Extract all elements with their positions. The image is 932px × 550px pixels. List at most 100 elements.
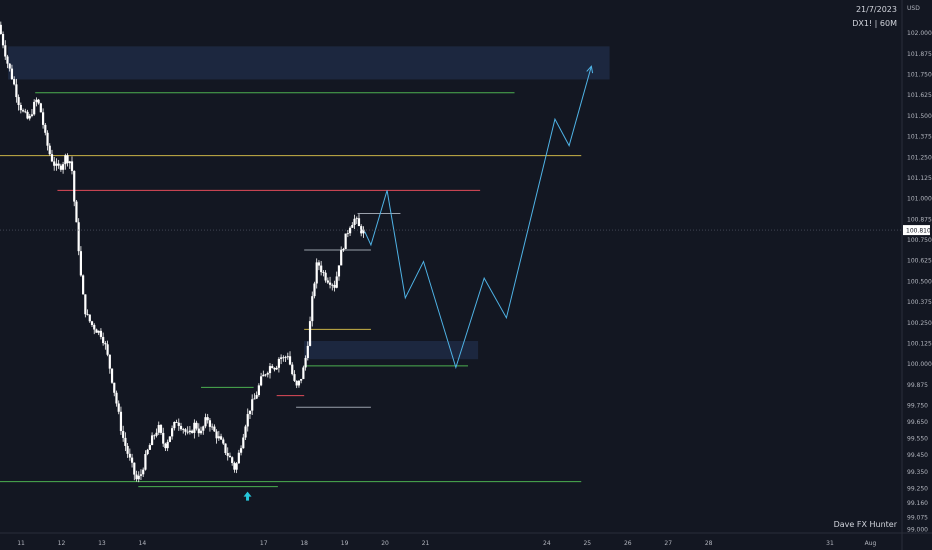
candle-body: [46, 132, 49, 146]
candle-body: [50, 154, 54, 162]
y-tick-label: 100.375: [907, 299, 932, 306]
candle-body: [360, 226, 363, 234]
symbol-timeframe-label: DX1! | 60M: [852, 19, 897, 28]
candle-body: [311, 296, 314, 322]
candle-body: [344, 233, 347, 249]
y-tick-label: 101.875: [907, 51, 932, 58]
candle-body: [144, 454, 147, 470]
candle-body: [204, 417, 207, 427]
time-axis[interactable]: 11 12 13 14 17 18 19 20 21 24 25 26 27 28 31 Aug: [17, 540, 876, 547]
candle-body: [102, 336, 105, 344]
candle-body: [273, 368, 276, 370]
candle-body: [57, 163, 60, 166]
candle-body: [193, 422, 196, 433]
candle-body: [133, 462, 136, 475]
candle-body: [70, 161, 74, 171]
candle-body: [104, 343, 107, 345]
candle-body: [137, 475, 140, 480]
candle-body: [188, 430, 192, 433]
candle-body: [146, 449, 149, 455]
x-tick-label: 28: [705, 540, 713, 547]
candle-body: [48, 145, 51, 155]
candle-body: [8, 63, 11, 69]
candle-body: [93, 324, 96, 330]
candle-body: [202, 426, 205, 431]
candle-body: [295, 380, 298, 386]
price-axis[interactable]: 102.000 101.875 101.750 101.625 101.500 101.3…: [907, 30, 932, 534]
candle-body: [235, 463, 238, 470]
candles-layer: [0, 21, 365, 483]
candle-body: [244, 426, 247, 438]
y-tick-label: 99.250: [907, 485, 928, 492]
candle-body: [10, 68, 14, 80]
candle-body: [257, 385, 260, 396]
candle-body: [126, 445, 129, 454]
candle-body: [322, 272, 325, 273]
candle-body: [86, 314, 89, 316]
candle-body: [59, 165, 62, 170]
candle-body: [275, 367, 278, 370]
y-tick-label: 99.000: [907, 527, 928, 534]
candle-body: [197, 428, 200, 434]
candle-body: [26, 111, 29, 119]
candle-body: [337, 265, 341, 277]
candle-body: [342, 248, 345, 251]
candle-body: [186, 431, 189, 433]
candle-body: [66, 155, 69, 164]
candle-body: [84, 294, 87, 315]
candle-body: [128, 453, 131, 458]
candle-body: [340, 250, 343, 266]
y-tick-label: 100.750: [907, 237, 932, 244]
y-tick-label: 99.650: [907, 419, 928, 426]
candle-body: [335, 276, 338, 288]
y-tick-label: 99.750: [907, 403, 928, 410]
y-tick-label: 100.500: [907, 278, 932, 285]
current-price-marker: 100.810: [0, 225, 931, 236]
candle-body: [13, 79, 16, 85]
projection-arrowhead: [586, 65, 594, 74]
candle-body: [115, 392, 118, 404]
candle-body: [355, 218, 358, 220]
candle-body: [351, 224, 354, 228]
candle-body: [219, 436, 223, 440]
candle-body: [286, 356, 289, 358]
candle-body: [21, 110, 25, 112]
candle-body: [233, 462, 236, 470]
candle-body: [30, 114, 34, 116]
candle-body: [182, 429, 185, 430]
candle-body: [231, 457, 234, 463]
candle-body: [35, 99, 38, 102]
watermark-label: Dave FX Hunter: [834, 520, 898, 529]
candle-body: [333, 284, 336, 288]
candle-body: [135, 474, 138, 480]
candle-body: [37, 99, 40, 104]
candle-body: [308, 321, 312, 346]
candle-body: [331, 284, 334, 286]
candle-body: [139, 474, 143, 476]
candle-body: [264, 374, 267, 376]
x-tick-label: 18: [300, 540, 308, 547]
candle-body: [293, 374, 296, 381]
candle-body: [348, 227, 352, 234]
candle-body: [268, 366, 272, 374]
candle-body: [68, 161, 71, 164]
candle-body: [237, 452, 240, 464]
x-tick-label: Aug: [865, 540, 877, 547]
candle-body: [61, 164, 65, 170]
projection-line: [364, 66, 592, 370]
current-price-label: 100.810: [906, 228, 931, 235]
candle-body: [346, 233, 349, 235]
candle-body: [222, 439, 225, 444]
candle-body: [113, 382, 116, 393]
candle-body: [162, 432, 165, 444]
candle-body: [324, 272, 327, 281]
candle-body: [155, 432, 158, 436]
candle-body: [302, 367, 305, 379]
candle-body: [153, 435, 156, 437]
y-tick-label: 99.075: [907, 514, 928, 521]
candle-body: [320, 265, 323, 273]
candle-body: [213, 426, 216, 432]
y-tick-label: 102.000: [907, 30, 932, 37]
candle-body: [159, 425, 163, 433]
